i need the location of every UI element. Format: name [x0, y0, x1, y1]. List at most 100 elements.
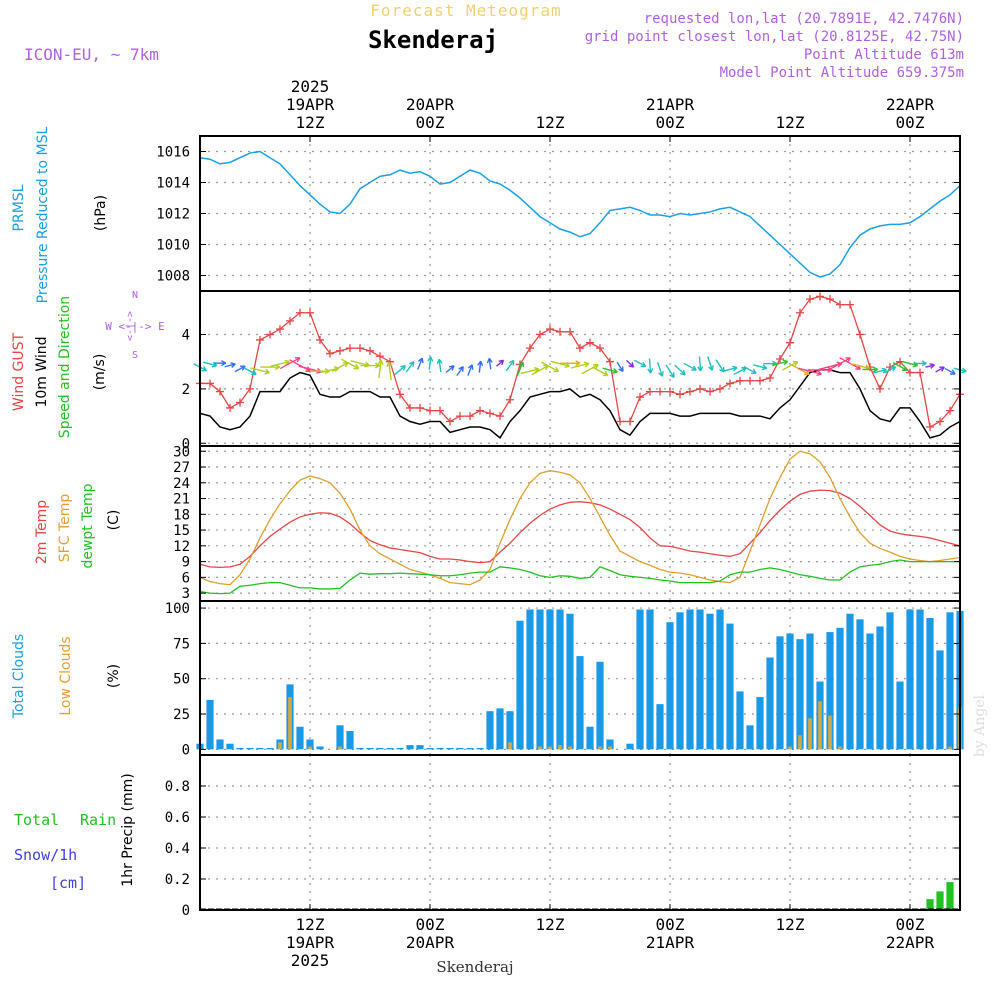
plot-layer — [193, 136, 967, 911]
total-cloud-bar — [706, 613, 714, 750]
wind-gust-marker — [536, 330, 544, 339]
wind-gust-marker — [226, 403, 234, 412]
wind-direction-arrowhead — [427, 356, 434, 362]
rain-bar — [936, 891, 944, 910]
precip-rain-label: Rain — [80, 811, 116, 829]
wind-direction-arrow — [616, 361, 624, 372]
y-tick-label: 21 — [173, 492, 190, 508]
y-tick-label: 30 — [173, 444, 190, 460]
wind-direction-arrow — [203, 361, 217, 367]
wind-direction-arrowhead — [602, 370, 609, 377]
wind-direction-arrow — [772, 360, 788, 366]
total-cloud-bar — [756, 697, 764, 750]
temp-sfc-line — [199, 450, 961, 586]
wind-gust-marker — [946, 406, 954, 415]
pressure-labels: PRMSL Pressure Reduced to MSL (hPa) — [11, 126, 109, 303]
compass-we: W <-|-> E — [105, 320, 165, 333]
top-time-label: 12Z — [296, 113, 325, 132]
y-tick-label: 6 — [182, 570, 190, 586]
wind-gust-marker — [696, 384, 704, 393]
total-cloud-bar — [846, 613, 854, 750]
wind-direction-arrow — [674, 364, 686, 376]
wind-direction-arrowhead — [575, 360, 581, 367]
wind-gust-marker — [266, 330, 274, 339]
wind-direction-arrow — [478, 361, 482, 373]
wind-direction-arrowhead — [939, 366, 945, 372]
wind-direction-arrow — [467, 364, 473, 376]
low-cloud-bar — [558, 745, 562, 750]
total-cloud-bar — [516, 620, 524, 750]
top-time-label: 19APR — [286, 95, 335, 114]
wind-direction-arrow — [925, 364, 935, 368]
bottom-time-label: 22APR — [886, 933, 935, 952]
wind-direction-arrow — [944, 367, 956, 375]
wind-direction-arrowhead — [901, 365, 908, 371]
wind-direction-arrowhead — [950, 369, 956, 375]
total-cloud-bar — [736, 691, 744, 750]
bottom-time-label: 19APR — [286, 933, 335, 952]
wind-direction-arrow — [892, 362, 908, 371]
wind-gust-marker — [466, 412, 474, 421]
wind-gust-marker — [276, 325, 284, 334]
wind-direction-arrowhead — [221, 360, 227, 367]
wind-gust-marker — [456, 412, 464, 421]
total-clouds-label: Total Clouds — [11, 634, 27, 719]
wind-direction-arrowhead — [400, 365, 407, 371]
wind-gust-marker — [816, 292, 824, 301]
y-tick-label: 15 — [173, 523, 190, 539]
low-cloud-bar — [828, 715, 832, 750]
bottom-time-label: 2025 — [291, 951, 330, 970]
wind-gust-marker — [496, 412, 504, 421]
wind-gust-marker — [216, 387, 224, 396]
wind-direction-arrow — [488, 358, 492, 370]
wind-direction-arrowhead — [658, 371, 664, 377]
wind-direction-arrowhead — [583, 361, 590, 368]
y-tick-label: 1014 — [156, 176, 190, 192]
pressure-unit: (hPa) — [93, 195, 109, 231]
compass-arrows-vertical: <-|-> — [125, 311, 136, 341]
top-time-label: 00Z — [896, 113, 925, 132]
wind-direction-arrow — [394, 365, 406, 376]
low-cloud-bar — [278, 742, 282, 750]
footer-location: Skenderaj — [436, 958, 513, 976]
low-cloud-bar — [798, 735, 802, 750]
wind-direction-arrowhead — [353, 363, 360, 370]
wind-direction-arrowhead — [881, 367, 887, 374]
top-time-label: 2025 — [291, 77, 330, 96]
wind-direction-arrowhead — [816, 370, 822, 377]
wind-direction-arrowhead — [640, 361, 647, 368]
wind-gust-marker — [676, 390, 684, 399]
total-cloud-bar — [686, 609, 694, 750]
temp-labels: 2m Temp SFC Temp dewpt Temp (C) — [34, 483, 122, 568]
total-cloud-bar — [406, 745, 414, 750]
total-cloud-bar — [786, 633, 794, 750]
total-cloud-bar — [336, 725, 344, 750]
wind-direction-arrow — [733, 367, 747, 376]
low-cloud-bar — [808, 718, 812, 750]
total-cloud-bar — [796, 639, 804, 750]
wind-gust-marker — [616, 417, 624, 426]
wind-gust-marker — [796, 308, 804, 317]
wind-direction-arrow — [388, 362, 392, 381]
total-cloud-bar — [206, 699, 214, 750]
y-tick-label: 1012 — [156, 207, 190, 223]
wind-gust-marker — [926, 422, 934, 431]
wind-direction-arrow — [496, 359, 504, 367]
total-cloud-bar — [486, 711, 494, 750]
total-cloud-bar — [676, 612, 684, 750]
top-time-label: 00Z — [656, 113, 685, 132]
y-tick-label: 0 — [182, 742, 190, 758]
wind-direction-arrow — [935, 366, 945, 373]
total-cloud-bar — [236, 747, 244, 750]
low-cloud-bar — [788, 746, 792, 750]
wind-direction-arrowhead — [498, 359, 505, 366]
low-cloud-bar — [838, 746, 842, 750]
model-name: ICON-EU, ~ 7km — [24, 45, 159, 64]
wind-gust-marker — [256, 335, 264, 344]
pressure-label-main: PRMSL — [11, 184, 27, 231]
bottom-time-label: 20APR — [406, 933, 455, 952]
total-cloud-bar — [376, 747, 384, 750]
wind-direction-arrow — [581, 364, 599, 375]
total-cloud-bar — [896, 681, 904, 750]
total-cloud-bar — [416, 745, 424, 750]
